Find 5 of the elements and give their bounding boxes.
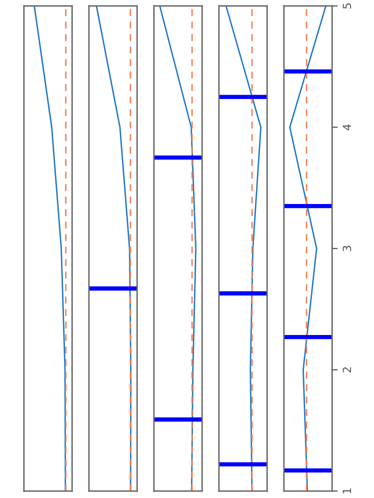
y-tick-label: 5 <box>342 3 352 9</box>
y-tick-label: 1 <box>342 488 351 494</box>
y-tick-label: 2 <box>342 367 351 372</box>
y-tick-label: 3 <box>342 246 352 252</box>
y-tick-label: 4 <box>342 124 351 130</box>
